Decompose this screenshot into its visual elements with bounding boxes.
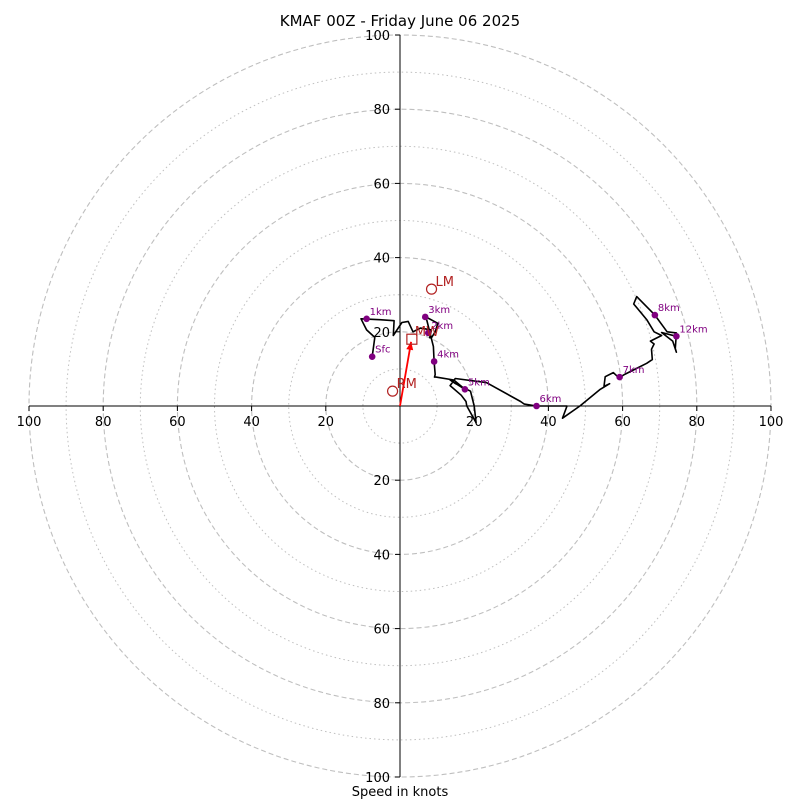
y-tick-label: 20 bbox=[373, 474, 390, 489]
x-tick-label: 60 bbox=[169, 415, 186, 430]
chart-title: KMAF 00Z - Friday June 06 2025 bbox=[280, 12, 520, 30]
storm-motion-marker bbox=[425, 283, 438, 295]
height-marker-dot bbox=[368, 353, 376, 360]
y-tick-label: 60 bbox=[373, 177, 390, 192]
x-tick-label: 20 bbox=[466, 415, 483, 430]
x-tick-label: 100 bbox=[17, 415, 42, 430]
y-tick-label: 100 bbox=[365, 771, 390, 786]
height-marker-dot bbox=[651, 311, 659, 319]
height-marker-dot bbox=[424, 329, 432, 337]
shear-vector bbox=[399, 341, 414, 407]
storm-motion-label: RM bbox=[397, 377, 417, 392]
x-tick-label: 20 bbox=[318, 415, 335, 430]
storm-motion-marker bbox=[386, 385, 399, 397]
height-marker-dot bbox=[673, 332, 680, 340]
y-tick-label: 100 bbox=[365, 29, 390, 44]
height-marker-label: 12km bbox=[679, 324, 707, 335]
height-marker-dot bbox=[421, 313, 429, 321]
height-marker-dot bbox=[616, 373, 623, 381]
x-tick-label: 80 bbox=[689, 415, 706, 430]
height-marker-label: 4km bbox=[437, 349, 459, 360]
height-marker-label: 1km bbox=[370, 307, 392, 318]
height-marker-label: 6km bbox=[540, 394, 562, 405]
height-markers: Sfc 1km 2km 3km 4km 5km 6km 7km 8km 12km bbox=[363, 303, 708, 410]
y-tick-label: 20 bbox=[373, 326, 390, 341]
x-tick-label: 80 bbox=[95, 415, 112, 430]
mean-wind-label: MW bbox=[415, 325, 439, 340]
height-marker-label: 5km bbox=[468, 377, 490, 388]
height-marker-dot bbox=[461, 386, 469, 393]
y-tick-label: 60 bbox=[373, 623, 390, 638]
shear-vector-line bbox=[399, 341, 413, 407]
y-tick-label: 80 bbox=[373, 103, 390, 118]
y-tick-label: 40 bbox=[373, 548, 390, 563]
mean-wind-marker bbox=[406, 333, 418, 345]
y-tick-labels: 100 80 60 40 20 20 40 60 80 100 bbox=[365, 29, 400, 786]
y-tick-label: 80 bbox=[373, 697, 390, 712]
x-tick-label: 40 bbox=[540, 415, 557, 430]
height-marker-label: 7km bbox=[623, 365, 645, 376]
height-marker-dot bbox=[363, 315, 370, 323]
height-marker-dot bbox=[430, 358, 438, 365]
storm-motion-label: LM bbox=[436, 275, 454, 290]
y-tick-label: 40 bbox=[373, 252, 390, 267]
height-marker-label: 8km bbox=[658, 303, 680, 314]
storm-motion-markers: LM RM MW bbox=[386, 275, 454, 397]
x-tick-label: 60 bbox=[614, 415, 631, 430]
height-marker-dot bbox=[533, 402, 540, 410]
height-marker-label: 2km bbox=[431, 321, 453, 332]
height-marker-label: Sfc bbox=[375, 345, 390, 356]
x-tick-label: 100 bbox=[759, 415, 784, 430]
height-marker-label: 3km bbox=[428, 305, 450, 316]
wind-trace bbox=[360, 295, 678, 424]
x-tick-label: 40 bbox=[243, 415, 260, 430]
x-axis-label: Speed in knots bbox=[352, 785, 449, 800]
